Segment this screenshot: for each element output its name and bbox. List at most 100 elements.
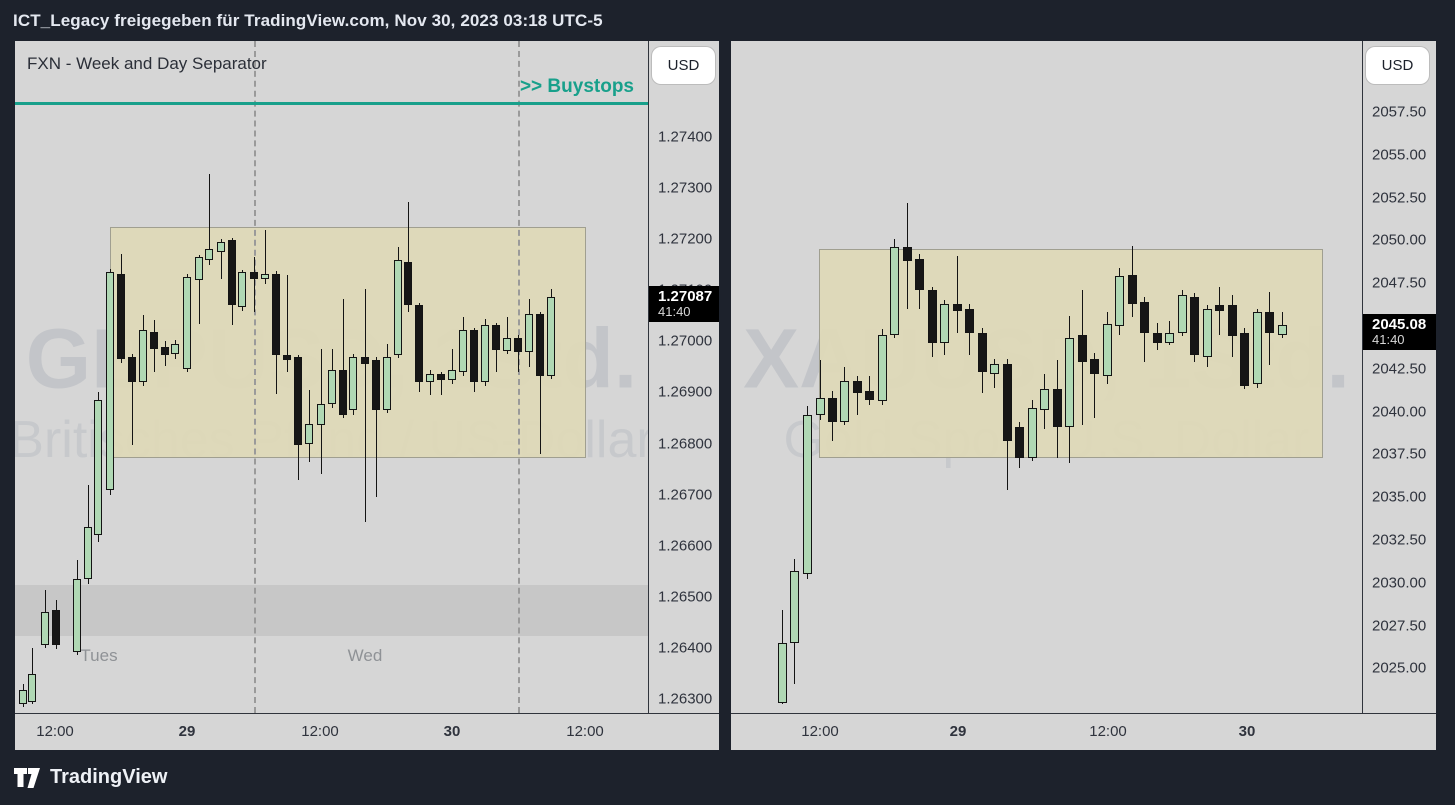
price-tick-label: 1.27000 (658, 332, 713, 350)
day-separator-line (518, 41, 520, 713)
time-axis-gbpusd[interactable]: 12:00 29 12:00 30 12:00 (15, 713, 719, 751)
candle-up (139, 330, 147, 383)
candle-down (852, 380, 862, 393)
candle-up (426, 374, 434, 383)
price-band (15, 585, 648, 637)
price-tick-label: 2055.00 (1372, 146, 1427, 164)
candle-down (827, 397, 837, 422)
time-tick-label: 12:00 (301, 723, 339, 740)
candle-wick (856, 375, 858, 416)
candle-up (1177, 295, 1187, 333)
candle-up (503, 337, 511, 352)
candle-up (789, 570, 799, 643)
candle-up (839, 380, 849, 422)
candle-down (927, 290, 937, 344)
candle-wick (517, 335, 519, 372)
candle-down (1227, 305, 1237, 337)
candle-up (547, 296, 555, 377)
candle-up (1102, 324, 1112, 376)
candle-wick (198, 254, 200, 324)
candle-wick (451, 349, 453, 385)
time-tick-label: 12:00 (36, 723, 74, 740)
price-tick-label: 2057.50 (1372, 103, 1427, 121)
candle-wick (264, 229, 266, 285)
chart-area-xauusd[interactable]: XAUUSD, 1Std. Gold Spot / U.S. Dollar (731, 41, 1362, 713)
currency-button[interactable]: USD (652, 47, 715, 84)
candle-up (1202, 308, 1212, 357)
candle-wick (342, 298, 344, 418)
time-tick-label: 12:00 (1089, 723, 1127, 740)
candle-down (1214, 305, 1224, 311)
candle-up (195, 257, 203, 281)
candle-up (394, 260, 402, 356)
price-tick-label: 1.27200 (658, 230, 713, 248)
price-tick-label: 1.26400 (658, 639, 713, 657)
candle-up (171, 343, 179, 355)
candle-up (989, 363, 999, 374)
candle-wick (440, 372, 442, 395)
candle-wick (539, 311, 541, 454)
candle-up (317, 404, 325, 426)
candle-up (1064, 337, 1074, 427)
candle-down (914, 259, 924, 291)
candle-up (877, 334, 887, 402)
price-tick-label: 2032.50 (1372, 531, 1427, 549)
candle-up (1164, 332, 1174, 344)
indicator-title: FXN - Week and Day Separator (27, 54, 267, 73)
price-tick-label: 1.26800 (658, 435, 713, 453)
candle-down (1189, 296, 1199, 356)
candle-up (777, 642, 787, 703)
attribution-text: ICT_Legacy freigegeben für TradingView.c… (13, 10, 603, 30)
price-tick-label: 2035.00 (1372, 488, 1427, 506)
currency-button[interactable]: USD (1366, 47, 1429, 84)
candle-up (261, 273, 269, 279)
candle-down (150, 332, 158, 350)
chart-panel-gbpusd: GBPUSD, 1Std. Britisches Pfund / US-Doll… (15, 41, 719, 751)
candle-wick (364, 288, 366, 523)
candle-down (514, 337, 522, 353)
candle-wick (375, 356, 377, 498)
session-label: Wed (347, 646, 383, 665)
candle-up (525, 313, 533, 353)
last-price-label: 2045.08 41:40 (1363, 313, 1436, 350)
time-tick-label: 29 (949, 723, 967, 740)
candle-down (1152, 332, 1162, 344)
candle-down (372, 360, 380, 410)
price-tick-label: 2050.00 (1372, 231, 1427, 249)
price-tick-label: 2037.50 (1372, 445, 1427, 463)
candle-wick (429, 369, 431, 395)
chart-area-gbpusd[interactable]: GBPUSD, 1Std. Britisches Pfund / US-Doll… (15, 41, 648, 713)
price-tick-label: 2047.50 (1372, 274, 1427, 292)
buystops-line (15, 102, 648, 105)
candle-down (977, 332, 987, 373)
candle-down (1139, 302, 1149, 333)
price-axis-xauusd[interactable]: 2057.50 2055.00 2052.50 2050.00 2047.50 2045.… (1362, 41, 1436, 713)
candle-up (217, 241, 225, 252)
candle-up (1114, 276, 1124, 326)
candle-down (117, 273, 125, 360)
candle-down (1052, 389, 1062, 427)
price-axis-gbpusd[interactable]: 1.274001.273001.272001.271001.270001.269… (648, 41, 719, 713)
time-tick-label: 30 (1238, 723, 1256, 740)
tradingview-brand[interactable]: TradingView (14, 766, 167, 789)
candle-down (1002, 363, 1012, 441)
candle-wick (1093, 353, 1095, 419)
candle-up (183, 276, 191, 369)
candle-down (964, 308, 974, 333)
candle-up (889, 247, 899, 335)
candle-up (305, 424, 313, 445)
candle-wick (1168, 320, 1170, 345)
candle-down (404, 262, 412, 306)
candle-down (415, 305, 423, 383)
candle-up (1027, 408, 1037, 458)
attribution-bar: ICT_Legacy freigegeben für TradingView.c… (0, 0, 1455, 41)
price-tick-label: 1.26300 (658, 690, 713, 708)
candle-wick (956, 255, 958, 333)
candle-down (361, 357, 369, 364)
candle-down (52, 610, 60, 645)
candle-up (94, 400, 102, 535)
time-axis-xauusd[interactable]: 12:00 29 12:00 30 (731, 713, 1436, 751)
candle-down (492, 325, 500, 351)
candle-down (1239, 332, 1249, 386)
